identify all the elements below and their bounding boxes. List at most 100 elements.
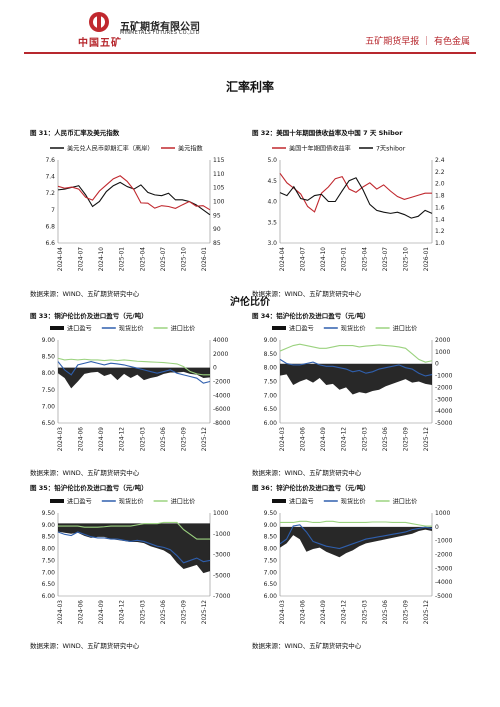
right-tick-label: 1000 bbox=[435, 349, 450, 356]
right-tick-label: 1.6 bbox=[435, 204, 445, 211]
x-tick-label: 2025-01 bbox=[120, 247, 126, 272]
x-tick-label: 2024-09 bbox=[99, 427, 105, 452]
right-tick-label: 2000 bbox=[435, 337, 450, 344]
report-tag: 五矿期货早报 ｜ 有色金属 bbox=[365, 37, 470, 47]
header-divider bbox=[24, 52, 476, 54]
left-tick-label: 3.5 bbox=[267, 219, 277, 226]
left-tick-label: 7.00 bbox=[42, 403, 56, 410]
left-tick-label: 8.00 bbox=[264, 546, 278, 553]
x-tick-label: 2024-12 bbox=[120, 600, 126, 625]
legend-label: 现货比价 bbox=[119, 498, 144, 506]
x-tick-label: 2024-04 bbox=[280, 247, 286, 272]
series-2-line bbox=[57, 357, 210, 376]
company-name-en: MINMETALS FUTURES CO.,LTD bbox=[120, 30, 200, 36]
figure-title: 图 32：美国十年期国债收益率及中国 7 天 Shibor bbox=[252, 129, 403, 137]
minmetals-logo-icon bbox=[89, 12, 109, 32]
source-note: 数据来源：WIND、五矿期货研究中心 bbox=[252, 469, 362, 477]
x-tick-label: 2024-03 bbox=[280, 600, 286, 625]
legend-label: 现货比价 bbox=[341, 498, 366, 506]
left-tick-label: 6.00 bbox=[264, 593, 278, 600]
right-tick-label: -4000 bbox=[435, 579, 453, 586]
right-tick-label: -4000 bbox=[435, 408, 453, 415]
right-tick-label: -4000 bbox=[213, 392, 231, 399]
x-tick-label: 2024-09 bbox=[321, 600, 327, 625]
x-tick-label: 2025-10 bbox=[403, 247, 409, 272]
legend-label: 美元兑人民币即期汇率（离岸） bbox=[67, 145, 154, 153]
source-note: 数据来源：WIND、五矿期货研究中心 bbox=[30, 469, 140, 477]
left-tick-label: 8.50 bbox=[264, 351, 278, 358]
x-tick-label: 2025-06 bbox=[383, 600, 389, 625]
right-tick-label: 0 bbox=[213, 365, 217, 372]
left-tick-label: 8.50 bbox=[42, 354, 56, 361]
left-tick-label: 8.00 bbox=[42, 546, 56, 553]
left-tick-label: 5.0 bbox=[267, 157, 277, 164]
legend-swatch bbox=[272, 326, 286, 330]
legend-swatch bbox=[50, 499, 64, 503]
x-tick-label: 2025-04 bbox=[362, 247, 368, 272]
x-tick-label: 2025-07 bbox=[383, 247, 389, 272]
x-tick-label: 2025-03 bbox=[362, 427, 368, 452]
left-tick-label: 6.50 bbox=[264, 581, 278, 588]
figure-title: 图 31：人民币汇率及美元指数 bbox=[30, 129, 120, 137]
x-tick-label: 2025-12 bbox=[202, 427, 208, 452]
import-profit-area bbox=[280, 526, 432, 558]
right-tick-label: 2000 bbox=[213, 351, 228, 358]
legend-swatch bbox=[272, 499, 286, 503]
right-tick-label: -5000 bbox=[435, 420, 453, 427]
series-1-line bbox=[57, 361, 211, 384]
right-tick-label: -5000 bbox=[435, 593, 453, 600]
right-tick-label: 2.0 bbox=[435, 181, 445, 188]
chart-rmb-usd-index: 美元兑人民币即期汇率（离岸） 美元指数 7.6 7.4 7.2 7 6.8 6.6 115 110… bbox=[45, 145, 225, 272]
section-title-fx: 汇率利率 bbox=[225, 80, 274, 94]
x-tick-label: 2024-07 bbox=[79, 247, 85, 272]
x-tick-label: 2025-06 bbox=[161, 600, 167, 625]
x-tick-label: 2024-06 bbox=[301, 600, 307, 625]
right-tick-label: -1000 bbox=[213, 531, 231, 538]
left-tick-label: 8.00 bbox=[42, 370, 56, 377]
right-tick-label: 1.2 bbox=[435, 228, 445, 235]
legend-label: 进口盈亏 bbox=[67, 325, 92, 333]
left-tick-label: 6.50 bbox=[42, 581, 56, 588]
right-tick-label: -6000 bbox=[213, 406, 231, 413]
x-tick-label: 2024-07 bbox=[301, 247, 307, 272]
right-tick-label: 110 bbox=[213, 171, 225, 178]
section-title-lh: 沪伦比价 bbox=[230, 297, 270, 308]
x-tick-label: 2025-10 bbox=[181, 247, 187, 272]
x-tick-label: 2024-06 bbox=[79, 600, 85, 625]
legend-label: 进口比价 bbox=[171, 325, 196, 333]
right-tick-label: -3000 bbox=[435, 565, 453, 572]
right-tick-label: -2000 bbox=[435, 384, 453, 391]
chart-aluminium-ratio: 进口盈亏 现货比价 进口比价 9.00 8.50 8.00 7.50 7.00 6.50 6.00… bbox=[264, 325, 453, 452]
x-tick-label: 2024-04 bbox=[58, 247, 64, 272]
left-tick-label: 6.00 bbox=[264, 420, 278, 427]
x-tick-label: 2024-10 bbox=[99, 247, 105, 272]
right-tick-label: 0 bbox=[435, 361, 439, 368]
left-tick-label: 8.50 bbox=[264, 534, 278, 541]
right-tick-label: 1000 bbox=[435, 510, 450, 517]
series-1-line bbox=[57, 175, 211, 211]
figure-title: 图 33：铜沪伦比价及进口盈亏（元/吨） bbox=[30, 312, 148, 320]
import-profit-area bbox=[58, 367, 210, 389]
legend-label: 现货比价 bbox=[341, 325, 366, 333]
right-tick-label: -7000 bbox=[213, 593, 231, 600]
right-tick-label: 90 bbox=[213, 226, 221, 233]
x-tick-label: 2024-03 bbox=[58, 427, 64, 452]
series-1-line bbox=[279, 524, 433, 550]
right-tick-label: -2000 bbox=[435, 552, 453, 559]
series-1-line bbox=[57, 531, 211, 564]
x-tick-label: 2025-03 bbox=[140, 427, 146, 452]
x-tick-label: 2025-09 bbox=[181, 600, 187, 625]
x-tick-label: 2024-10 bbox=[321, 247, 327, 272]
series-0-line bbox=[57, 181, 211, 216]
right-tick-label: 0 bbox=[435, 524, 439, 531]
left-tick-label: 7.2 bbox=[45, 190, 55, 197]
x-tick-label: 2025-12 bbox=[202, 600, 208, 625]
x-tick-label: 2024-12 bbox=[342, 427, 348, 452]
right-tick-label: 105 bbox=[213, 185, 225, 192]
x-tick-label: 2025-09 bbox=[403, 427, 409, 452]
source-note: 数据来源：WIND、五矿期货研究中心 bbox=[252, 642, 362, 650]
legend-label: 现货比价 bbox=[119, 325, 144, 333]
chart-zinc-ratio: 进口盈亏 现货比价 进口比价 9.50 9.00 8.50 8.00 7.50 7.00 6.50… bbox=[264, 498, 453, 625]
left-tick-label: 7 bbox=[51, 207, 55, 214]
left-tick-label: 3.0 bbox=[267, 240, 277, 247]
